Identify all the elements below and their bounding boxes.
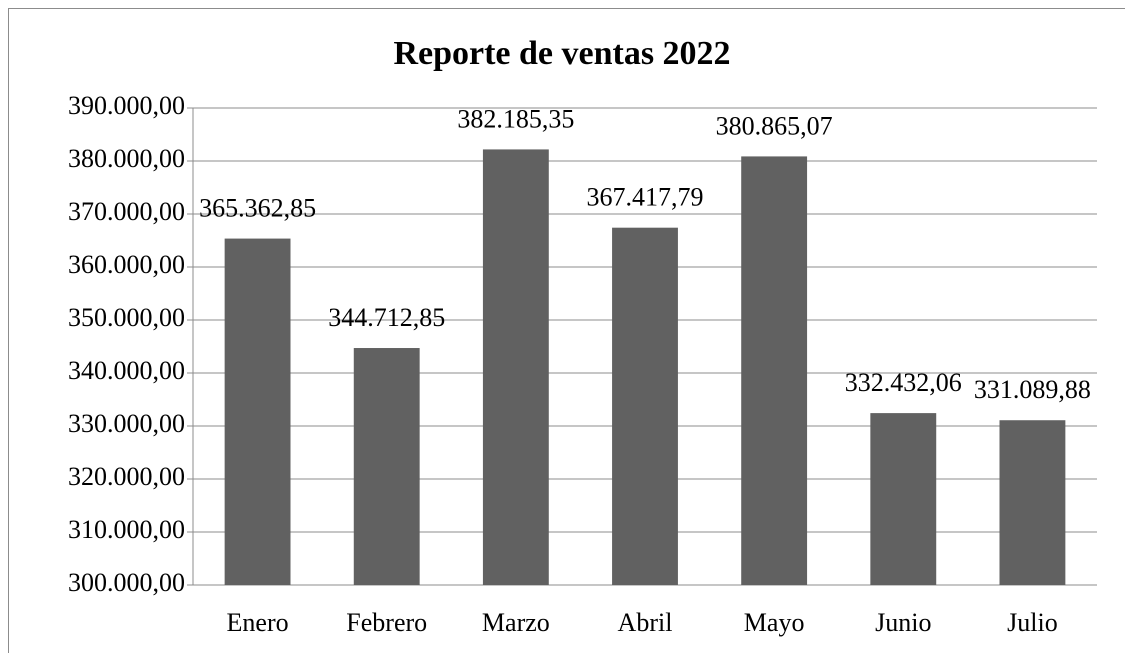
- chart-title: Reporte de ventas 2022: [393, 35, 730, 72]
- data-label: 380.865,07: [716, 111, 833, 140]
- bar: [741, 156, 808, 585]
- chart-border: [8, 8, 1125, 653]
- y-tick-label: 320.000,00: [68, 462, 185, 491]
- y-tick-label: 350.000,00: [68, 303, 185, 332]
- x-tick-label: Junio: [875, 608, 931, 637]
- y-tick-label: 330.000,00: [68, 409, 185, 438]
- data-label: 344.712,85: [328, 303, 445, 332]
- bar: [870, 413, 937, 585]
- bar: [612, 227, 678, 585]
- y-tick-label: 390.000,00: [68, 91, 185, 120]
- x-tick-label: Febrero: [346, 608, 427, 637]
- data-label: 382.185,35: [457, 104, 574, 133]
- bar: [999, 420, 1066, 585]
- x-tick-label: Julio: [1007, 608, 1058, 637]
- x-tick-label: Abril: [618, 608, 673, 637]
- data-label: 331.089,88: [974, 375, 1091, 404]
- x-tick-label: Enero: [227, 608, 289, 637]
- data-label: 332.432,06: [845, 368, 962, 397]
- bar: [482, 149, 549, 585]
- data-label: 365.362,85: [199, 194, 316, 223]
- y-tick-label: 370.000,00: [68, 197, 185, 226]
- y-tick-label: 380.000,00: [68, 144, 185, 173]
- x-tick-label: Mayo: [744, 608, 805, 637]
- y-tick-label: 360.000,00: [68, 250, 185, 279]
- bar: [353, 348, 420, 585]
- y-tick-label: 310.000,00: [68, 515, 185, 544]
- bar: [224, 238, 291, 585]
- y-tick-label: 300.000,00: [68, 568, 185, 597]
- y-tick-label: 340.000,00: [68, 356, 185, 385]
- data-label: 367.417,79: [587, 183, 704, 212]
- x-tick-label: Marzo: [482, 608, 550, 637]
